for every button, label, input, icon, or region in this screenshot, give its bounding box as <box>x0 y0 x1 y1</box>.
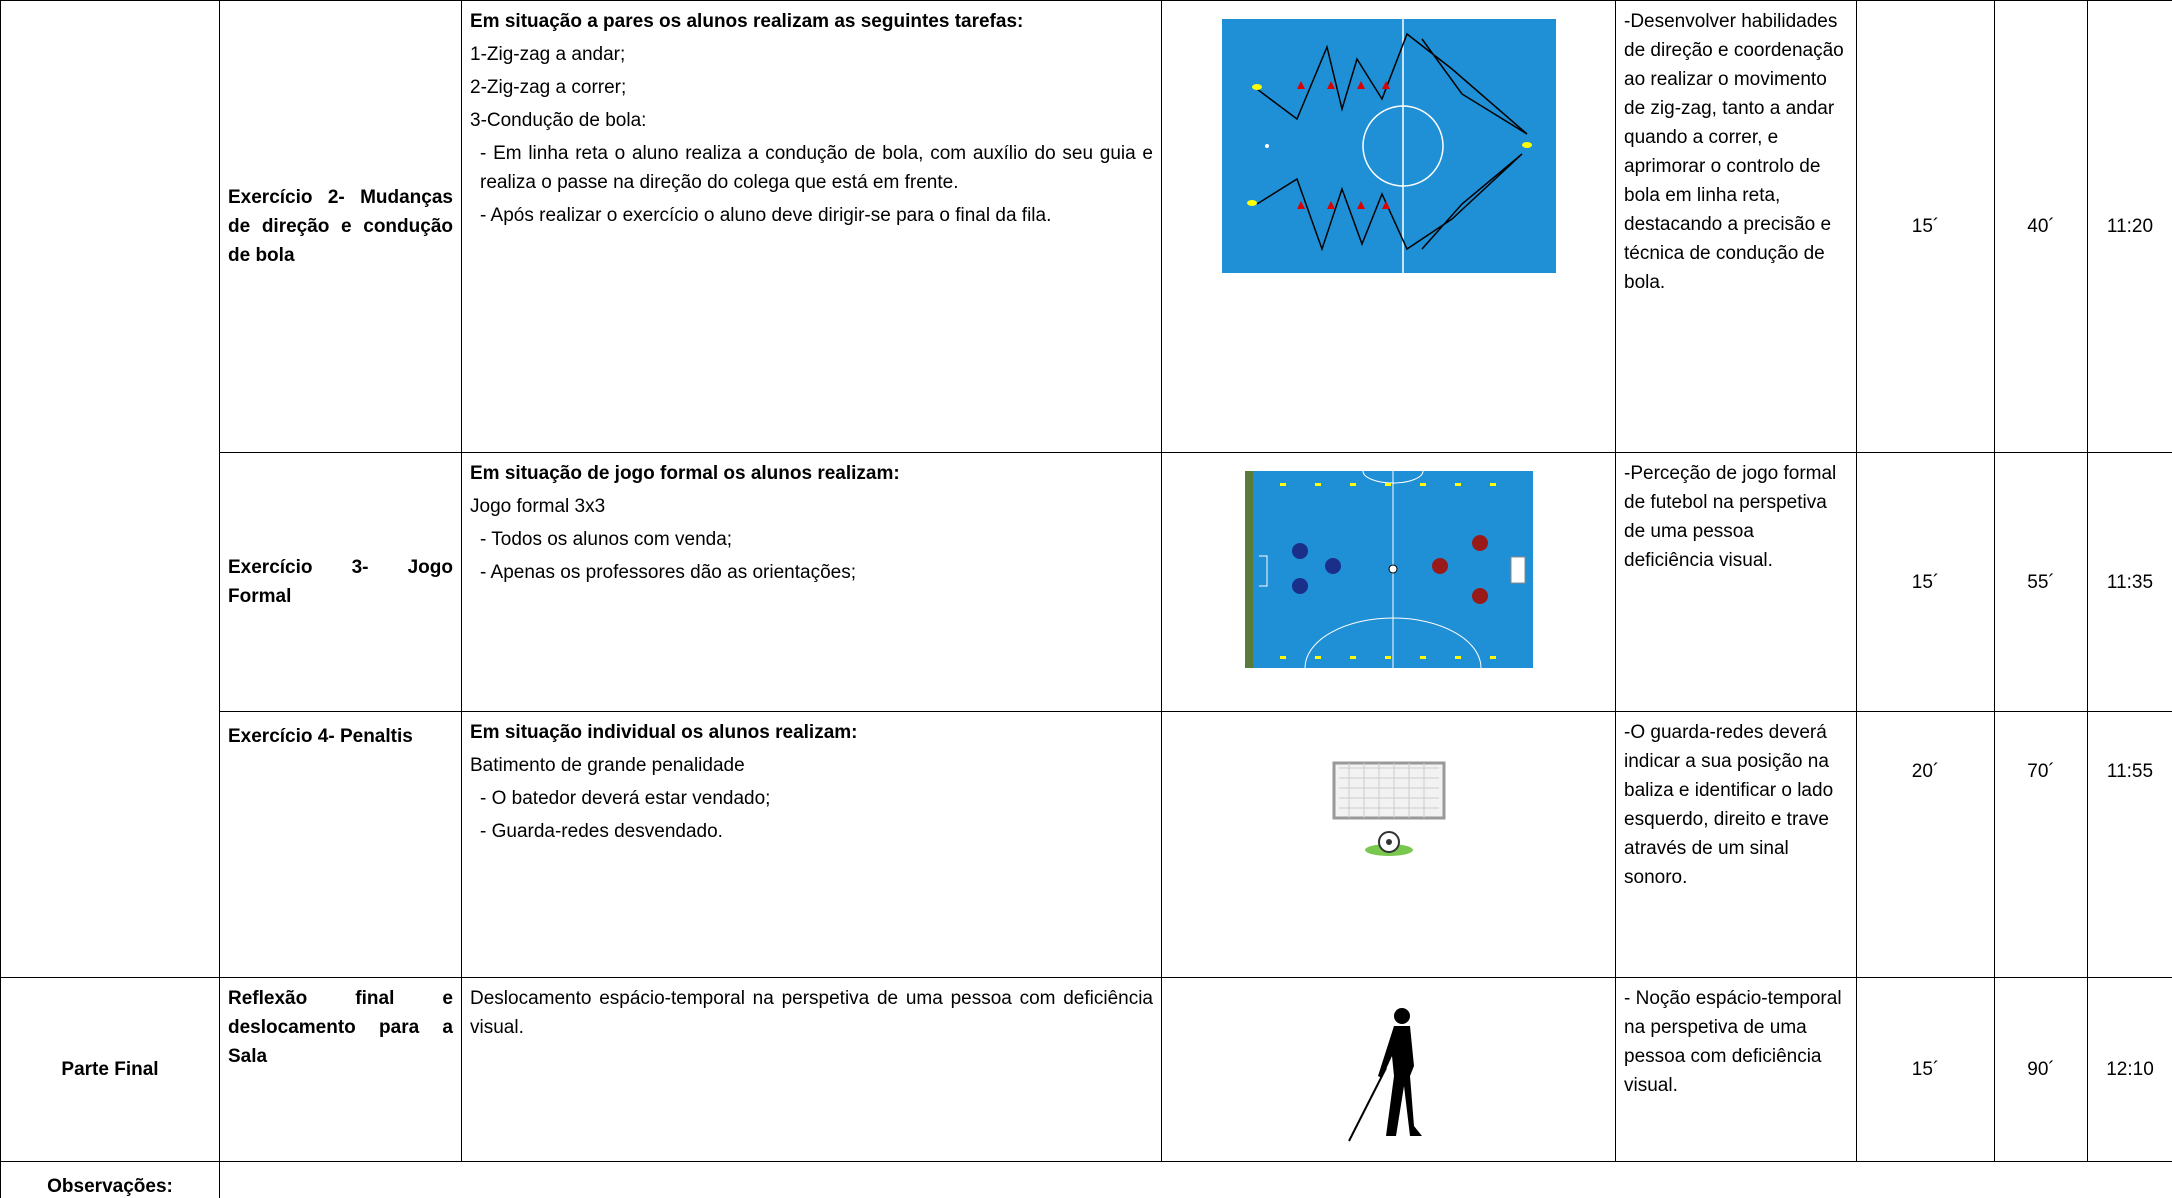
observations-cell <box>219 1161 2172 1198</box>
description: Em situação individual os alunos realiza… <box>461 711 1162 978</box>
image-cell <box>1161 711 1616 978</box>
description: Em situação a pares os alunos realizam a… <box>461 0 1162 453</box>
penalty-diagram <box>1332 761 1445 856</box>
description-title: Em situação individual os alunos realiza… <box>470 722 858 743</box>
description-line: - O batedor deverá estar vendado; <box>480 788 771 809</box>
time: 11:55 <box>2087 711 2172 978</box>
description-line: - Em linha reta o aluno realiza a conduç… <box>480 143 1153 193</box>
duration: 15´ <box>1856 977 1995 1162</box>
section-cell <box>0 0 220 978</box>
objective: -Perceção de jogo formal de futebol na p… <box>1615 452 1857 712</box>
description-line: 1-Zig-zag a andar; <box>470 44 626 65</box>
time: 11:20 <box>2087 0 2172 453</box>
person-icon <box>1347 1008 1422 1142</box>
cumulative: 90´ <box>1994 977 2088 1162</box>
description-line: 2-Zig-zag a correr; <box>470 77 627 98</box>
description-line: Deslocamento espácio-temporal na perspet… <box>470 988 1153 1038</box>
cumulative: 70´ <box>1994 711 2088 978</box>
description-line: - Guarda-redes desvendado. <box>480 821 723 842</box>
cumulative: 40´ <box>1994 0 2088 453</box>
row: Exercício 2- Mudanças de direção e condu… <box>0 0 2172 978</box>
exercise-name: Reflexão final e deslocamento para a Sal… <box>219 977 462 1162</box>
description-title: Em situação de jogo formal os alunos rea… <box>470 463 900 484</box>
duration: 15´ <box>1856 452 1995 712</box>
description-title: Em situação a pares os alunos realizam a… <box>470 11 1024 32</box>
futsal-diagram <box>1244 470 1533 669</box>
duration: 15´ <box>1856 0 1995 453</box>
description-line: - Todos os alunos com venda; <box>480 529 733 550</box>
exercise-name: Exercício 3- Jogo Formal <box>219 452 462 712</box>
image-cell <box>1161 452 1616 712</box>
zigzag-diagram <box>1221 19 1556 273</box>
time: 12:10 <box>2087 977 2172 1162</box>
row: Exercício 3- Jogo Formal Em situação de … <box>1 452 2172 712</box>
image-cell <box>1161 977 1616 1162</box>
objective: - Noção espácio-temporal na perspetiva d… <box>1615 977 1857 1162</box>
section-name: Parte Final <box>0 977 220 1162</box>
description-line: - Apenas os professores dão as orientaçõ… <box>480 562 857 583</box>
exercise-name: Exercício 2- Mudanças de direção e condu… <box>219 0 462 453</box>
description-line: Jogo formal 3x3 <box>470 496 606 517</box>
duration: 20´ <box>1856 711 1995 978</box>
cumulative: 55´ <box>1994 452 2088 712</box>
time: 11:35 <box>2087 452 2172 712</box>
row: Parte Final Reflexão final e deslocament… <box>0 977 2172 1162</box>
description: Deslocamento espácio-temporal na perspet… <box>461 977 1162 1162</box>
row: Exercício 4- Penaltis Em situação indivi… <box>1 711 2172 978</box>
description-line: - Após realizar o exercício o aluno deve… <box>480 205 1052 226</box>
description-line: Batimento de grande penalidade <box>470 755 745 776</box>
description-line: 3-Condução de bola: <box>470 110 647 131</box>
image-cell <box>1161 0 1616 453</box>
exercise-name: Exercício 4- Penaltis <box>219 711 462 978</box>
description: Em situação de jogo formal os alunos rea… <box>461 452 1162 712</box>
objective: -Desenvolver habilidades de direção e co… <box>1615 0 1857 453</box>
observations-label: Observações: <box>0 1161 220 1198</box>
row: Observações: <box>0 1161 2172 1198</box>
objective: -O guarda-redes deverá indicar a sua pos… <box>1615 711 1857 978</box>
